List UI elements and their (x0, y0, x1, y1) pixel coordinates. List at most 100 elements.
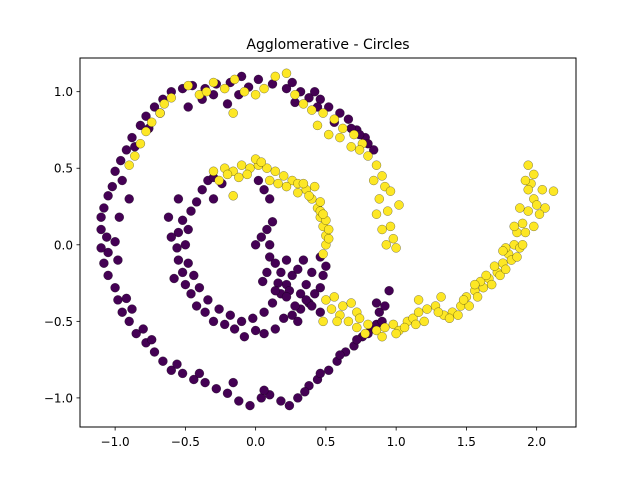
point-cluster-1 (391, 328, 401, 339)
point-cluster-0 (116, 155, 126, 166)
point-cluster-1 (470, 279, 480, 290)
point-cluster-0 (194, 368, 205, 379)
point-cluster-1 (377, 224, 387, 235)
point-cluster-0 (256, 232, 266, 242)
point-cluster-0 (103, 247, 113, 258)
point-cluster-1 (324, 224, 334, 235)
point-cluster-1 (517, 218, 528, 229)
point-cluster-0 (310, 87, 320, 97)
point-cluster-0 (343, 114, 354, 124)
point-cluster-0 (258, 276, 268, 287)
point-cluster-0 (222, 388, 233, 398)
point-cluster-0 (138, 324, 148, 334)
point-cluster-0 (369, 145, 379, 155)
point-cluster-1 (147, 117, 157, 127)
point-cluster-0 (102, 232, 112, 242)
point-cluster-1 (472, 292, 483, 302)
point-cluster-1 (141, 126, 151, 137)
point-cluster-0 (110, 283, 120, 293)
point-cluster-1 (318, 108, 328, 118)
point-cluster-0 (127, 132, 137, 143)
point-cluster-0 (225, 310, 235, 320)
point-cluster-0 (380, 301, 390, 311)
point-cluster-0 (180, 279, 191, 290)
point-cluster-1 (229, 74, 240, 85)
point-cluster-1 (436, 292, 446, 302)
point-cluster-0 (180, 240, 191, 250)
x-tick-label: 0.5 (316, 435, 335, 449)
point-cluster-0 (149, 102, 160, 112)
point-cluster-0 (110, 237, 120, 247)
point-cluster-1 (346, 142, 356, 152)
point-cluster-0 (96, 224, 106, 235)
point-cluster-1 (548, 186, 559, 196)
point-cluster-0 (229, 324, 240, 334)
point-cluster-0 (208, 316, 219, 327)
point-cluster-0 (315, 283, 325, 293)
point-cluster-1 (388, 234, 398, 244)
point-cluster-1 (326, 304, 337, 314)
point-cluster-1 (523, 185, 533, 195)
point-cluster-0 (131, 328, 141, 339)
point-cluster-1 (265, 175, 275, 186)
point-cluster-1 (391, 243, 401, 253)
point-cluster-0 (279, 313, 289, 323)
point-cluster-0 (121, 293, 132, 304)
points-layer (96, 68, 559, 411)
point-cluster-0 (293, 264, 303, 274)
point-cluster-0 (248, 313, 258, 323)
y-tick-label: −1.0 (44, 391, 73, 405)
point-cluster-0 (270, 258, 280, 268)
point-cluster-0 (315, 368, 325, 379)
point-cluster-1 (411, 319, 421, 330)
point-cluster-0 (147, 335, 157, 345)
point-cluster-0 (200, 307, 210, 317)
point-cluster-1 (520, 227, 531, 238)
point-cluster-1 (399, 322, 410, 333)
point-cluster-0 (324, 365, 334, 375)
point-cluster-1 (354, 313, 365, 323)
point-cluster-1 (363, 319, 373, 330)
point-cluster-1 (298, 99, 309, 109)
point-cluster-0 (335, 350, 345, 360)
point-cluster-1 (279, 171, 289, 181)
point-cluster-1 (318, 249, 328, 259)
point-cluster-1 (332, 316, 342, 327)
point-cluster-0 (295, 289, 306, 299)
point-cluster-1 (228, 108, 238, 118)
point-cluster-0 (253, 175, 264, 186)
point-cluster-1 (270, 166, 280, 176)
point-cluster-0 (177, 267, 188, 278)
x-tick-label: 2.0 (527, 435, 546, 449)
y-axis: −1.0 −0.5 0.0 0.5 1.0 (44, 85, 80, 405)
point-cluster-1 (534, 209, 545, 219)
point-cluster-1 (201, 87, 212, 97)
point-cluster-0 (141, 111, 151, 121)
point-cluster-1 (413, 295, 424, 305)
point-cluster-0 (236, 316, 247, 327)
point-cluster-1 (159, 99, 169, 109)
point-cluster-1 (517, 240, 528, 250)
point-cluster-0 (121, 145, 132, 155)
point-cluster-0 (163, 212, 174, 222)
point-cluster-0 (281, 255, 292, 265)
point-cluster-1 (413, 307, 424, 317)
point-cluster-0 (107, 181, 117, 192)
point-cluster-1 (335, 132, 345, 143)
point-cluster-1 (338, 301, 348, 311)
point-cluster-0 (211, 384, 221, 394)
point-cluster-1 (458, 295, 469, 305)
y-tick-label: −0.5 (44, 315, 73, 329)
point-cluster-0 (310, 289, 320, 299)
point-cluster-0 (99, 258, 109, 268)
point-cluster-0 (191, 301, 202, 311)
point-cluster-1 (321, 295, 331, 305)
point-cluster-0 (191, 197, 202, 207)
point-cluster-1 (371, 325, 382, 336)
x-tick-label: 1.5 (457, 435, 476, 449)
y-tick-label: 1.0 (54, 85, 73, 99)
point-cluster-1 (374, 194, 384, 204)
point-cluster-0 (114, 212, 124, 222)
y-tick-label: 0.5 (54, 162, 73, 176)
